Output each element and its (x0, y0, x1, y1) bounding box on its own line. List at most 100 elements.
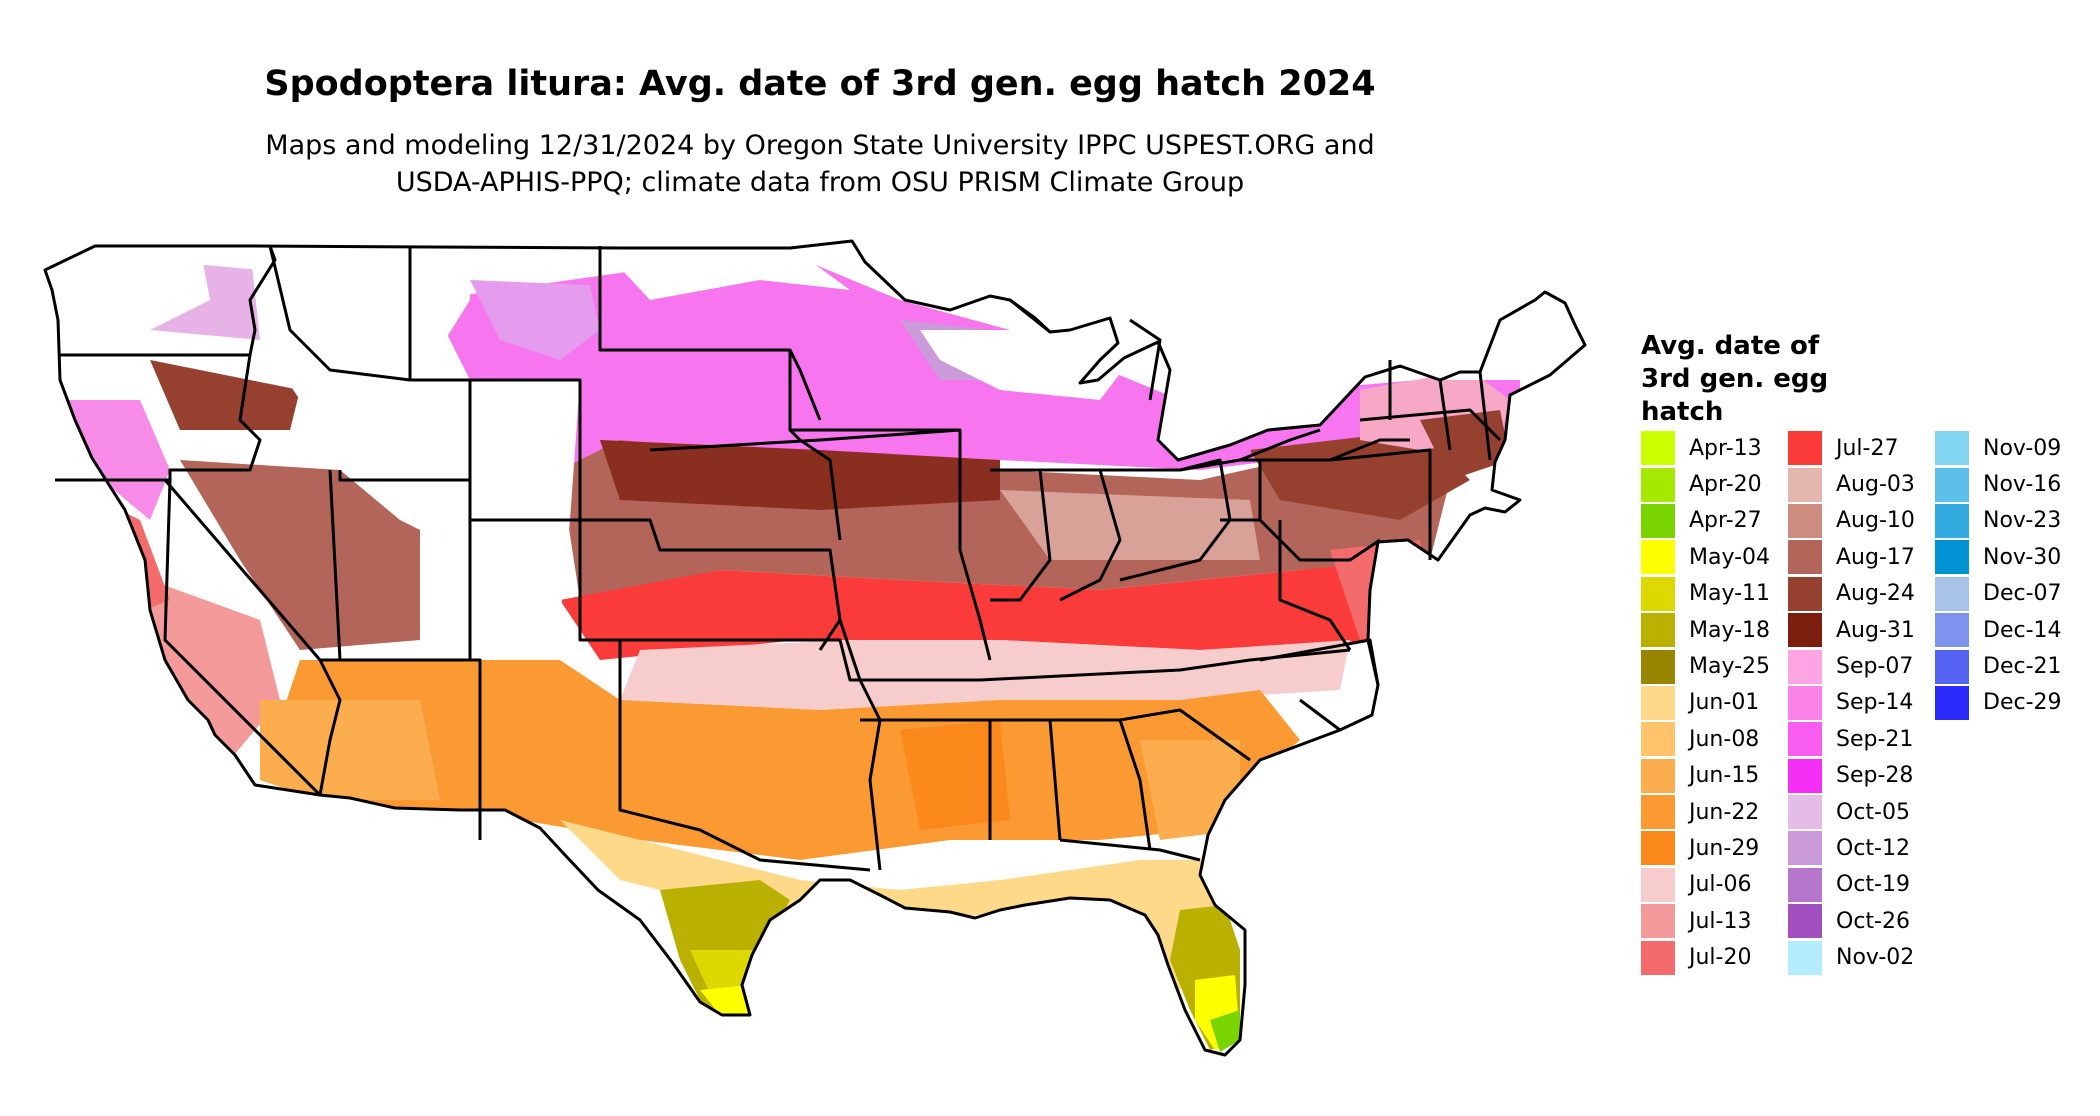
subtitle-line-1: Maps and modeling 12/31/2024 by Oregon S… (265, 130, 1375, 161)
legend-label: May-04 (1689, 544, 1771, 570)
legend-item: Apr-20 (1641, 466, 1770, 502)
legend-swatch (1935, 576, 1969, 611)
legend-label: Nov-23 (1983, 508, 2062, 534)
legend-column-3: Nov-09 Nov-16 Nov-23 Nov-30 Dec-07 Dec-14 Dec-… (1935, 430, 2062, 721)
legend-item: Nov-02 (1788, 939, 1915, 975)
legend-swatch (1935, 503, 1969, 538)
legend-swatch (1641, 467, 1675, 502)
legend-title: Avg. date of 3rd gen. egg hatch (1641, 330, 1911, 429)
legend-column-1: Apr-13 Apr-20 Apr-27 May-04 May-11 May-18 May-… (1641, 430, 1770, 976)
legend-label: Nov-16 (1983, 472, 2062, 498)
legend-item: Sep-14 (1788, 685, 1915, 721)
legend-swatch (1935, 649, 1969, 684)
legend-swatch (1788, 540, 1822, 575)
legend-label: Dec-14 (1983, 617, 2062, 643)
legend-item: Aug-24 (1788, 576, 1915, 612)
legend-title-line-2: 3rd gen. egg (1641, 364, 1829, 394)
legend-label: Sep-21 (1836, 726, 1914, 752)
subtitle-line-2: USDA-APHIS-PPQ; climate data from OSU PR… (395, 167, 1245, 198)
map-subtitle: Maps and modeling 12/31/2024 by Oregon S… (0, 127, 1640, 201)
legend-item: May-04 (1641, 539, 1770, 575)
legend-item: Jun-08 (1641, 721, 1770, 757)
legend-swatch (1788, 576, 1822, 611)
legend-item: Dec-14 (1935, 612, 2062, 648)
legend-item: Oct-26 (1788, 903, 1915, 939)
legend-swatch (1641, 540, 1675, 575)
legend-swatch (1641, 576, 1675, 611)
legend-swatch (1788, 795, 1822, 830)
legend-swatch (1641, 503, 1675, 538)
legend-label: Jul-13 (1689, 908, 1752, 934)
legend-item: Oct-05 (1788, 794, 1915, 830)
legend-item: Aug-10 (1788, 503, 1915, 539)
legend-item: Jun-15 (1641, 758, 1770, 794)
legend-swatch (1641, 867, 1675, 902)
legend-label: Dec-07 (1983, 581, 2062, 607)
legend-item: Dec-21 (1935, 648, 2062, 684)
legend-item: Nov-23 (1935, 503, 2062, 539)
legend-item: Jul-20 (1641, 939, 1770, 975)
legend-swatch (1788, 904, 1822, 939)
legend-swatch (1935, 613, 1969, 648)
legend-column-2: Jul-27 Aug-03 Aug-10 Aug-17 Aug-24 Aug-31 Sep-… (1788, 430, 1915, 976)
legend-item: Dec-07 (1935, 576, 2062, 612)
legend-swatch (1641, 758, 1675, 793)
legend-label: Oct-05 (1836, 799, 1910, 825)
legend-item: Sep-21 (1788, 721, 1915, 757)
legend-label: Nov-02 (1836, 945, 1915, 971)
legend-item: Jun-29 (1641, 830, 1770, 866)
map-title: Spodoptera litura: Avg. date of 3rd gen.… (264, 64, 1376, 104)
legend-label: Sep-28 (1836, 763, 1914, 789)
legend-swatch (1788, 940, 1822, 975)
legend-item: Jul-06 (1641, 867, 1770, 903)
legend-swatch (1935, 467, 1969, 502)
legend-swatch (1641, 795, 1675, 830)
legend-label: May-18 (1689, 617, 1771, 643)
legend-label: Jun-22 (1689, 799, 1760, 825)
legend-swatch (1788, 503, 1822, 538)
legend-item: Apr-27 (1641, 503, 1770, 539)
legend-swatch (1788, 613, 1822, 648)
legend-item: Jun-22 (1641, 794, 1770, 830)
legend-label: Aug-10 (1836, 508, 1915, 534)
legend-swatch (1641, 722, 1675, 757)
legend-swatch (1788, 722, 1822, 757)
legend-label: Jun-15 (1689, 763, 1760, 789)
map-color-fill (50, 250, 1520, 1052)
legend-swatch (1641, 431, 1675, 466)
legend-label: Apr-20 (1689, 472, 1762, 498)
legend-label: Aug-24 (1836, 581, 1915, 607)
legend-swatch (1788, 649, 1822, 684)
legend-label: Jun-29 (1689, 835, 1760, 861)
legend-swatch (1641, 613, 1675, 648)
legend-label: Jul-20 (1689, 945, 1752, 971)
legend-item: May-11 (1641, 576, 1770, 612)
legend-item: Jul-13 (1641, 903, 1770, 939)
legend-label: Oct-26 (1836, 908, 1910, 934)
legend-swatch (1935, 540, 1969, 575)
us-outline (43, 239, 1587, 1057)
legend-label: Dec-29 (1983, 690, 2062, 716)
legend-item: Apr-13 (1641, 430, 1770, 466)
legend-item: Nov-09 (1935, 430, 2062, 466)
legend-item: Oct-19 (1788, 867, 1915, 903)
legend-label: Sep-07 (1836, 654, 1914, 680)
legend-label: Oct-12 (1836, 835, 1910, 861)
legend-swatch (1935, 685, 1969, 720)
legend-item: Aug-31 (1788, 612, 1915, 648)
legend-swatch (1641, 940, 1675, 975)
legend-item: Dec-29 (1935, 685, 2062, 721)
legend-label: Jul-27 (1836, 435, 1899, 461)
legend-item: Nov-30 (1935, 539, 2062, 575)
legend-item: Oct-12 (1788, 830, 1915, 866)
legend-swatch (1641, 649, 1675, 684)
legend-swatch (1788, 431, 1822, 466)
legend-item: Sep-28 (1788, 758, 1915, 794)
legend-label: Nov-09 (1983, 435, 2062, 461)
legend-label: Oct-19 (1836, 872, 1910, 898)
legend-swatch (1641, 831, 1675, 866)
legend-title-line-3: hatch (1641, 397, 1724, 427)
legend-swatch (1935, 431, 1969, 466)
legend-label: Dec-21 (1983, 654, 2062, 680)
legend-label: Nov-30 (1983, 544, 2062, 570)
